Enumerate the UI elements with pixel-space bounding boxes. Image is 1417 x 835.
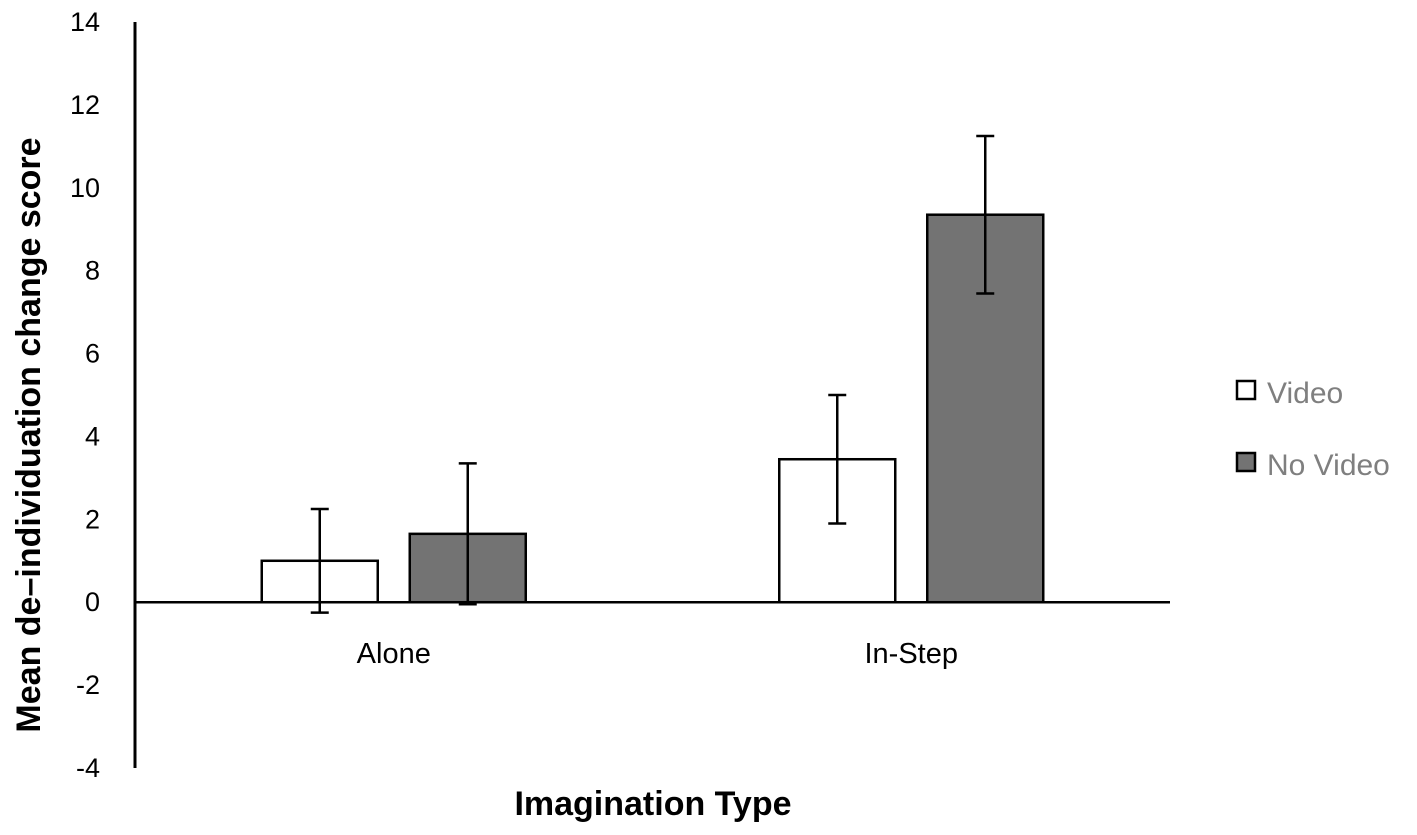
error-bars [310, 134, 995, 614]
y-tick-label: 14 [70, 7, 100, 37]
y-tick-label: 10 [70, 173, 100, 203]
legend: Video No Video [1235, 377, 1390, 482]
x-category-label: In-Step [865, 638, 959, 670]
legend-swatch [1235, 451, 1257, 473]
x-axis-title: Imagination Type [514, 785, 791, 823]
legend-swatch [1235, 379, 1257, 401]
y-tick-label: 4 [85, 421, 100, 451]
x-axis-category-labels: Alone In-Step [357, 638, 958, 670]
legend-label: Video [1267, 377, 1343, 410]
x-category-label: Alone [357, 638, 431, 670]
y-axis-title: Mean de–individuation change score [10, 137, 48, 732]
y-tick-label: 0 [85, 587, 100, 617]
y-tick-label: 12 [70, 90, 100, 120]
y-tick-label: 8 [85, 256, 100, 286]
legend-label: No Video [1267, 449, 1390, 482]
y-tick-label: -2 [76, 670, 100, 700]
bars [260, 213, 1045, 604]
y-tick-label: -4 [76, 753, 100, 783]
y-tick-label: 6 [85, 339, 100, 369]
y-tick-label: 2 [85, 504, 100, 534]
y-axis-ticks: -4 -2 0 2 4 6 8 10 12 14 [70, 7, 100, 783]
